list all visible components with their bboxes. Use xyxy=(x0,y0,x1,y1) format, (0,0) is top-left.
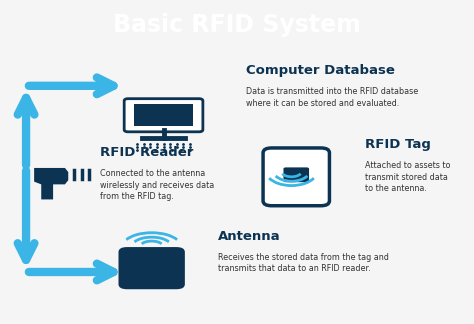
FancyBboxPatch shape xyxy=(263,148,329,206)
FancyBboxPatch shape xyxy=(124,99,203,132)
Text: Data is transmitted into the RFID database
where it can be stored and evaluated.: Data is transmitted into the RFID databa… xyxy=(246,87,419,108)
Bar xyxy=(134,104,193,126)
Text: Basic RFID System: Basic RFID System xyxy=(113,13,361,37)
FancyBboxPatch shape xyxy=(283,168,309,182)
Text: Connected to the antenna
wirelessly and receives data
from the RFID tag.: Connected to the antenna wirelessly and … xyxy=(100,169,214,201)
Text: Receives the stored data from the tag and
transmits that data to an RFID reader.: Receives the stored data from the tag an… xyxy=(218,253,389,273)
FancyBboxPatch shape xyxy=(118,247,185,289)
Polygon shape xyxy=(34,168,68,200)
Text: Antenna: Antenna xyxy=(218,229,281,243)
Text: Computer Database: Computer Database xyxy=(246,64,395,77)
Text: RFID Tag: RFID Tag xyxy=(365,138,431,151)
Text: RFID Reader: RFID Reader xyxy=(100,146,193,159)
Text: Attached to assets to
transmit stored data
to the antenna.: Attached to assets to transmit stored da… xyxy=(365,161,450,193)
